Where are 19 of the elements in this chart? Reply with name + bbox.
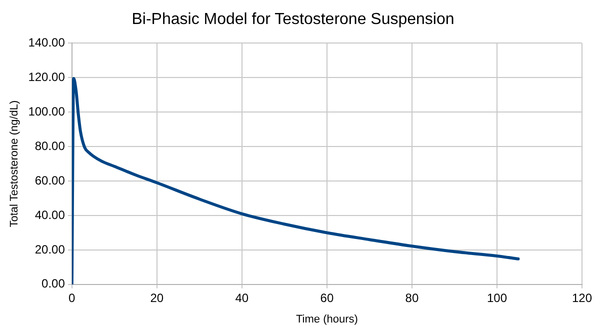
line-series [72,77,520,284]
x-tick-label: 120 [572,290,592,305]
y-tick-label: 0.00 [42,276,66,291]
x-tick-label: 40 [235,290,249,305]
y-tick-label: 80.00 [34,138,66,153]
chart-title: Bi-Phasic Model for Testosterone Suspension [132,11,454,28]
x-tick-label: 20 [150,290,164,305]
x-tick-label: 100 [486,290,508,305]
y-tick-label: 60.00 [34,173,66,188]
y-tick-label: 120.00 [28,70,66,84]
x-tick-label: 60 [320,290,334,305]
y-tick-label: 40.00 [34,208,66,222]
x-axis-title: Time (hours) [296,313,358,326]
x-tick-label: 0 [68,290,76,305]
x-tick-label: 80 [405,290,419,305]
y-tick-label: 100.00 [28,104,66,118]
y-tick-label: 20.00 [34,242,66,256]
y-axis-title: Total Testosterone (ng/dL) [8,100,21,228]
y-tick-label: 140.00 [28,36,66,50]
